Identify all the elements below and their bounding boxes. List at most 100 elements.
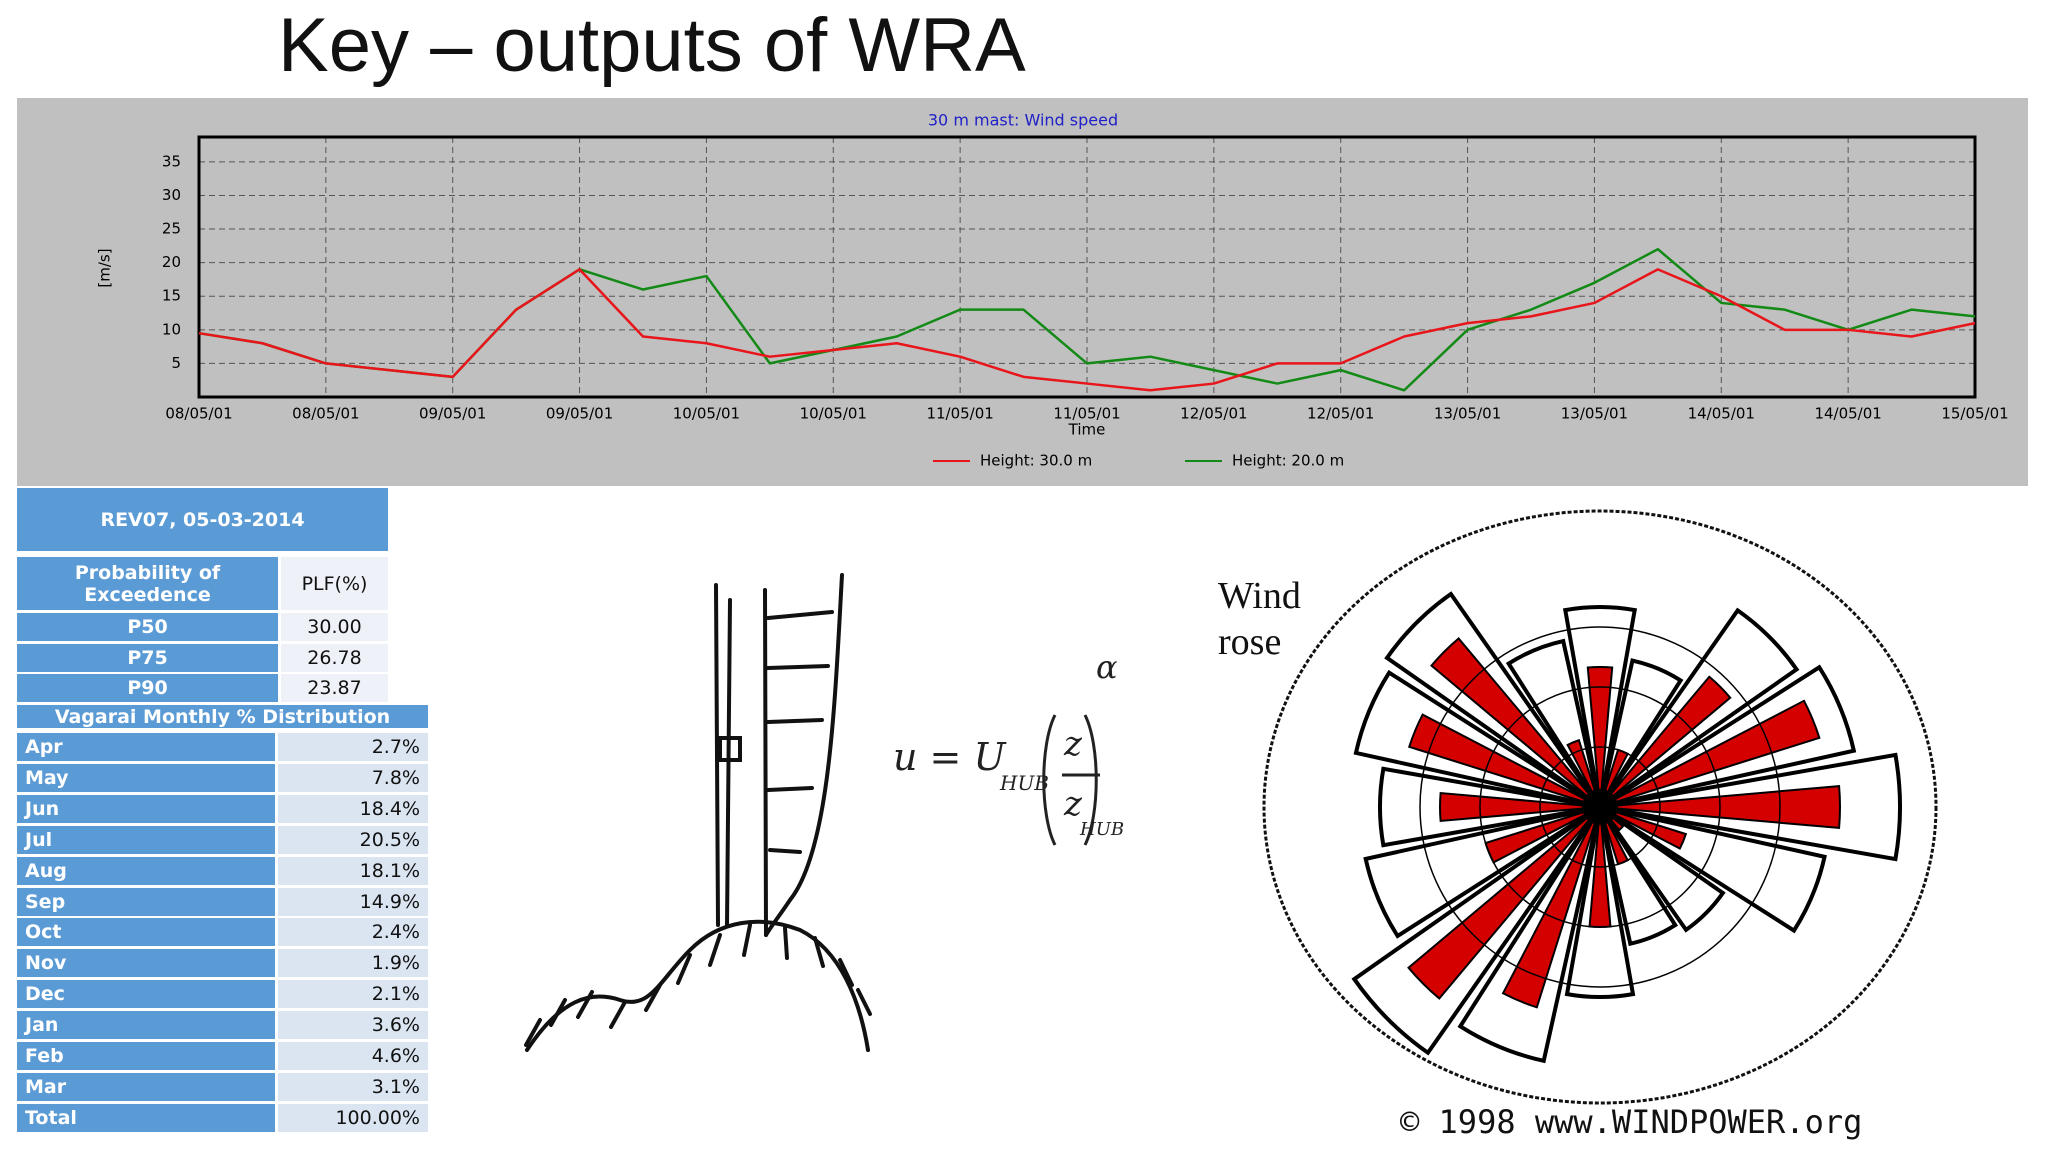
rose-sector: [1599, 752, 1902, 862]
chart-panel: [17, 98, 2028, 486]
rose-sector: [1564, 806, 1636, 999]
row-label: P90: [17, 674, 278, 702]
x-tick-label: 12/05/01: [1307, 405, 1374, 423]
row-value: 100.00%: [278, 1103, 428, 1132]
row-label: Jul: [17, 825, 275, 854]
rose-sector-inner: [1407, 806, 1601, 1000]
x-tick-label: 12/05/01: [1180, 405, 1247, 423]
equation: u = U HUB z z HUB α: [893, 648, 1124, 846]
rose-sector-inner: [1408, 713, 1601, 808]
row-label: May: [17, 763, 275, 792]
row-label: Mar: [17, 1072, 275, 1101]
legend-label: Height: 30.0 m: [980, 452, 1092, 470]
x-tick-label: 14/05/01: [1814, 405, 1881, 423]
row-label: Jan: [17, 1011, 275, 1040]
row-value: 23.87: [281, 674, 388, 702]
slide-title: Key – outputs of WRA: [278, 3, 1026, 88]
x-tick-label: 10/05/01: [673, 405, 740, 423]
paren: [1042, 714, 1057, 846]
row-value: 2.4%: [278, 918, 428, 947]
rose-sector: [1598, 658, 1684, 809]
rose-sector: [1598, 805, 1678, 947]
row-label: Total: [17, 1103, 275, 1132]
row-value: 20.5%: [278, 825, 428, 854]
rose-sectors: [1351, 591, 1902, 1064]
plot-frame: [197, 135, 1977, 399]
x-tick-label: 09/05/01: [546, 405, 613, 423]
rose-sector: [1505, 638, 1602, 809]
rose-sector: [1353, 669, 1602, 809]
row-value: 7.8%: [278, 763, 428, 792]
row-value: 18.1%: [278, 856, 428, 885]
rose-sector-inner: [1599, 675, 1732, 808]
rose-sector: [1363, 805, 1602, 939]
rose-sector: [1598, 805, 1827, 934]
x-tick-label: 11/05/01: [1053, 405, 1120, 423]
y-tick-label: 10: [162, 320, 181, 338]
row-label: Aug: [17, 856, 275, 885]
equation-numerator: z: [1063, 724, 1083, 764]
row-value: 4.6%: [278, 1042, 428, 1070]
row-label: P75: [17, 643, 278, 672]
rose-sector-inner: [1439, 791, 1601, 823]
rose-sector-inner: [1599, 748, 1630, 808]
rose-sector-inner: [1501, 806, 1601, 1009]
row-label: Apr: [17, 733, 275, 761]
table-caption: REV07, 05-03-2014: [17, 488, 388, 551]
table-header: PLF(%): [281, 557, 388, 610]
y-tick-label: 15: [162, 287, 181, 305]
rose-sector-inner: [1599, 784, 1842, 830]
sketch-drawing: [524, 573, 872, 1052]
equation-denominator-subscript: HUB: [1079, 819, 1124, 840]
rose-sector: [1378, 766, 1601, 848]
rose-ring: [1539, 746, 1661, 868]
series-line: [198, 268, 1976, 392]
rose-sector: [1598, 664, 1857, 809]
rose-sector-inner: [1599, 806, 1630, 866]
row-label: Feb: [17, 1042, 275, 1070]
credit: © 1998 www.WINDPOWER.org: [1400, 1103, 1862, 1141]
rose-sector-inner: [1430, 637, 1601, 808]
y-tick-label: 25: [162, 220, 181, 238]
wind-rose-label: rose: [1218, 621, 1281, 663]
equation-text: u = U: [893, 735, 1007, 779]
y-axis-label: [m/s]: [96, 248, 114, 287]
x-tick-label: 09/05/01: [419, 405, 486, 423]
rose-sector: [1598, 805, 1726, 933]
x-tick-label: 08/05/01: [165, 405, 232, 423]
x-tick-label: 13/05/01: [1561, 405, 1628, 423]
y-tick-label: 30: [162, 186, 181, 204]
rose-sector: [1562, 605, 1638, 808]
row-value: 2.7%: [278, 733, 428, 761]
rose-sector: [1598, 607, 1800, 809]
x-axis-label: Time: [1068, 421, 1106, 439]
rose-sector-inner: [1566, 738, 1601, 808]
y-tick-label: 5: [171, 354, 181, 372]
x-tick-label: 13/05/01: [1434, 405, 1501, 423]
row-label: P50: [17, 613, 278, 641]
equation-denominator: z: [1063, 784, 1083, 824]
row-value: 2.1%: [278, 980, 428, 1009]
y-tick-label: 20: [162, 253, 181, 271]
y-tick-label: 35: [162, 152, 181, 170]
equation-exponent: α: [1096, 648, 1118, 686]
rose-sector: [1384, 591, 1602, 809]
rose-ring: [1479, 686, 1721, 928]
table-header: Probability of Exceedence: [17, 557, 278, 610]
table-caption: Vagarai Monthly % Distribution: [17, 705, 428, 728]
row-value: 3.1%: [278, 1072, 428, 1101]
row-label: Sep: [17, 887, 275, 916]
x-tick-label: 08/05/01: [292, 405, 359, 423]
chart-title: 30 m mast: Wind speed: [928, 111, 1118, 130]
legend-label: Height: 20.0 m: [1232, 452, 1344, 470]
x-tick-label: 11/05/01: [926, 405, 993, 423]
rose-sector-inner: [1586, 666, 1614, 808]
rose-sector-inner: [1484, 806, 1601, 864]
x-tick-label: 15/05/01: [1941, 405, 2008, 423]
x-tick-label: 14/05/01: [1688, 405, 1755, 423]
chart: 30 m mast: Wind speed Time [m/s] 5 10 15 20 25 3…: [17, 98, 2028, 486]
row-label: Jun: [17, 794, 275, 823]
rose-sector-inner: [1588, 806, 1612, 928]
row-value: 1.9%: [278, 949, 428, 978]
